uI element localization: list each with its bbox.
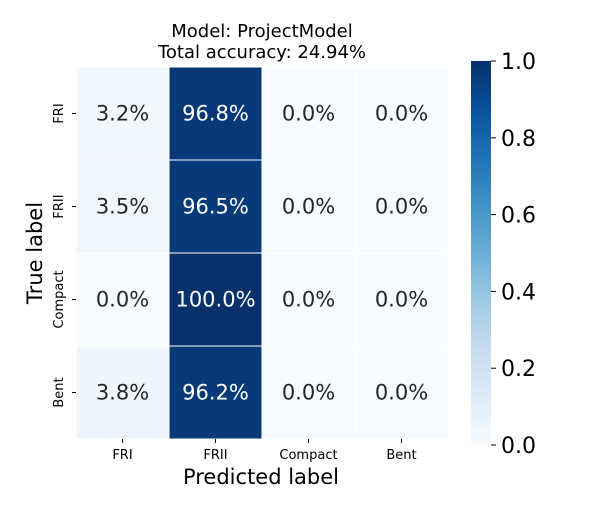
heatmap-cell <box>354 252 449 347</box>
cell-value-label: 0.0% <box>375 381 428 405</box>
chart-title-line-1: Model: ProjectModel <box>171 21 352 42</box>
x-tick-label: FRI <box>112 448 132 463</box>
y-tick-label: Bent <box>52 377 67 407</box>
cell-value-label: 96.2% <box>182 381 249 405</box>
cell-value-label: 3.5% <box>96 195 149 219</box>
y-tick-label: Compact <box>52 270 67 328</box>
cell-value-label: 0.0% <box>282 195 335 219</box>
x-axis-label: Predicted label <box>183 465 339 489</box>
colorbar-tick-label: 0.0 <box>501 434 536 459</box>
heatmap-cell <box>168 159 263 254</box>
heatmap-cell <box>75 345 170 440</box>
heatmap-cell <box>354 159 449 254</box>
heatmap-cell <box>168 252 263 347</box>
y-axis-label: True label <box>23 202 47 305</box>
cell-value-label: 0.0% <box>375 102 428 126</box>
colorbar-tick-label: 0.2 <box>501 357 536 382</box>
heatmap-grid: 3.2% 96.8% 0.0% 0.0% 3.5% 96.5% 0.0% 0.0% 0.0% 10… <box>75 66 449 440</box>
cell-value-label: 0.0% <box>282 381 335 405</box>
colorbar-tick-label: 0.8 <box>501 127 536 152</box>
cell-value-label: 0.0% <box>96 288 149 312</box>
heatmap-cell <box>168 345 263 440</box>
cell-value-label: 3.2% <box>96 102 149 126</box>
y-tick-label: FRII <box>52 194 67 218</box>
x-tick-label: FRII <box>203 448 227 463</box>
cell-value-label: 3.8% <box>96 381 149 405</box>
x-axis-ticks: FRI FRII Compact Bent <box>112 439 417 463</box>
cell-value-label: 0.0% <box>375 288 428 312</box>
y-tick-label: FRI <box>52 103 67 123</box>
cell-value-label: 0.0% <box>282 288 335 312</box>
x-tick-label: Bent <box>386 448 416 463</box>
heatmap-cell <box>75 66 170 161</box>
cell-value-label: 96.5% <box>182 195 249 219</box>
heatmap-cell <box>261 345 356 440</box>
heatmap-cell <box>261 66 356 161</box>
colorbar <box>471 61 491 445</box>
colorbar-tick-label: 1.0 <box>501 50 536 75</box>
heatmap-cell <box>168 66 263 161</box>
colorbar-tick-label: 0.6 <box>501 204 536 229</box>
cell-value-label: 0.0% <box>282 102 335 126</box>
cell-value-label: 96.8% <box>182 102 249 126</box>
cell-value-label: 100.0% <box>175 288 255 312</box>
x-tick-label: Compact <box>279 448 337 463</box>
heatmap-cell <box>354 345 449 440</box>
y-axis-ticks: FRI FRII Compact Bent <box>52 103 76 408</box>
chart-title-line-2: Total accuracy: 24.94% <box>157 42 366 63</box>
heatmap-cell <box>75 159 170 254</box>
heatmap-cell <box>354 66 449 161</box>
cell-value-label: 0.0% <box>375 195 428 219</box>
colorbar-tick-label: 0.4 <box>501 280 536 305</box>
colorbar-ticks: 0.0 0.2 0.4 0.6 0.8 1.0 <box>491 50 536 459</box>
